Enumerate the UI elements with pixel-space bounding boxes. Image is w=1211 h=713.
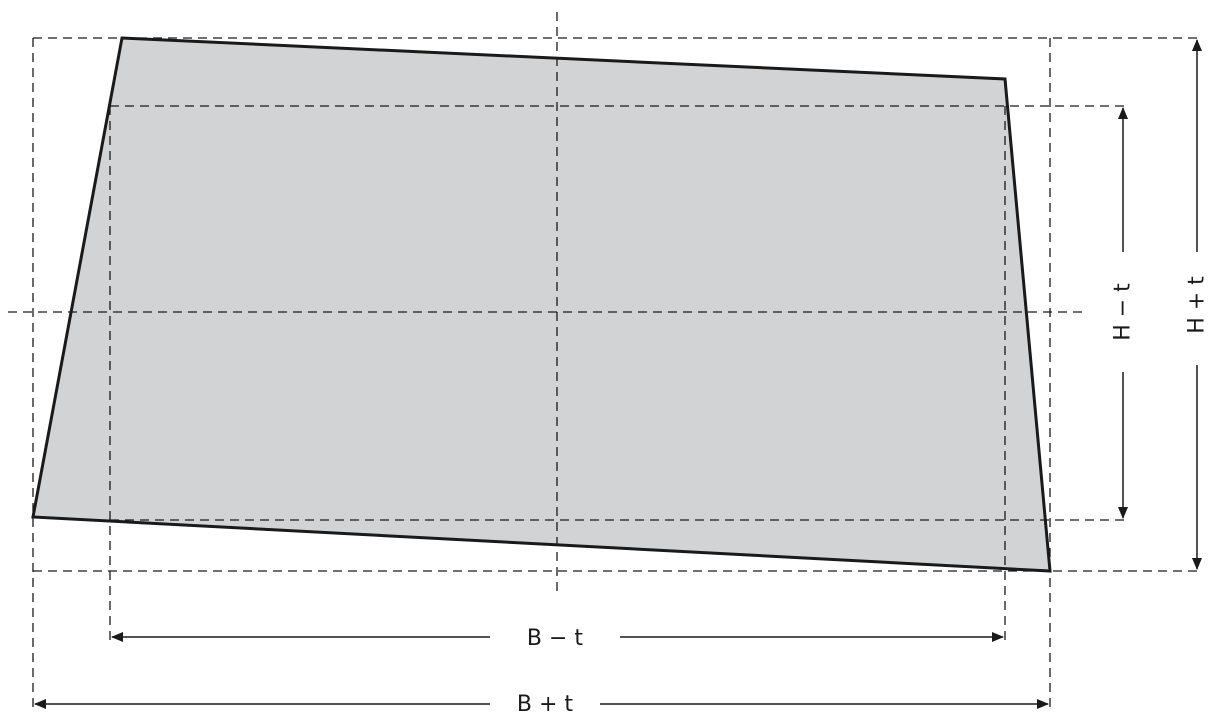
measured-shape: [31, 36, 1052, 573]
label-h-plus-t: H + t: [1185, 276, 1210, 334]
label-h-minus-t: H − t: [1111, 283, 1136, 341]
label-b-minus-t: B − t: [527, 626, 584, 651]
center-lines: [8, 12, 1083, 597]
dimension-b-minus-t: B − t: [111, 626, 1004, 651]
inner-tolerance-rect: [109, 105, 1130, 645]
dimension-b-plus-t: B + t: [34, 692, 1049, 713]
label-b-plus-t: B + t: [517, 692, 574, 713]
outer-tolerance-rect: [32, 37, 1200, 713]
dimension-h-minus-t: H − t: [1111, 107, 1136, 519]
dimension-h-plus-t: H + t: [1185, 39, 1210, 570]
